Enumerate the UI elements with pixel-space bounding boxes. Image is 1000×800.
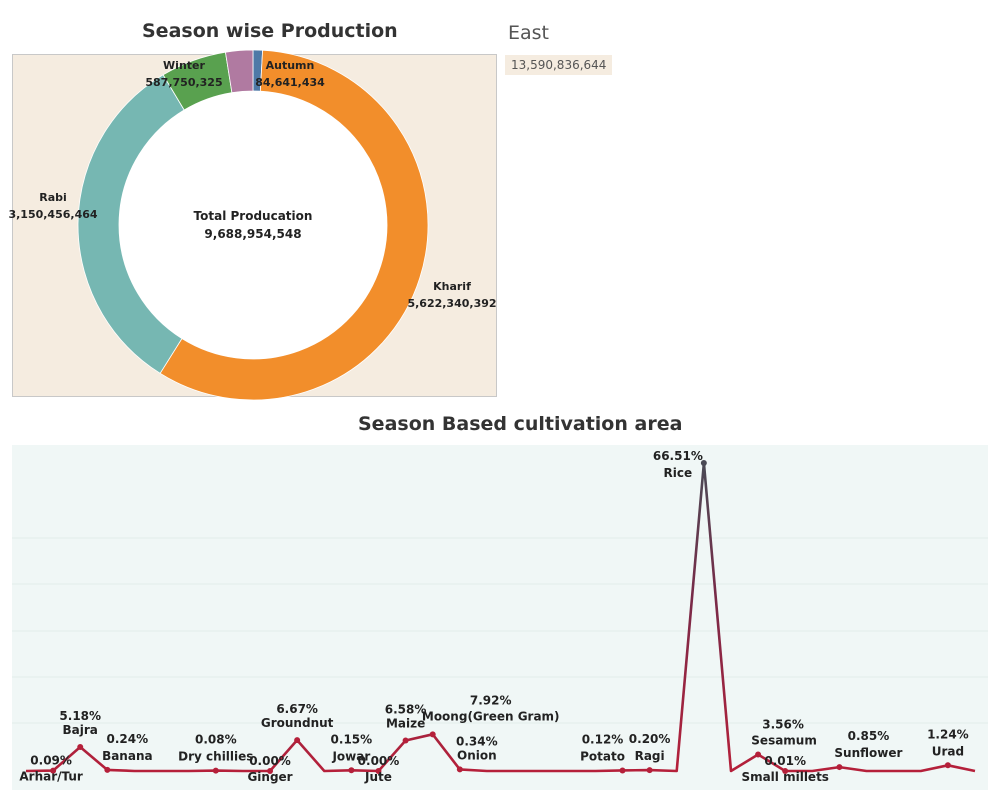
line-series-path xyxy=(25,461,976,773)
line-gridlines xyxy=(12,537,988,724)
line-point-potato[interactable] xyxy=(619,767,626,774)
line-category-label: Sunflower xyxy=(834,746,902,760)
line-point-dry-chillies[interactable] xyxy=(212,767,219,774)
line-pct-label: 66.51% xyxy=(653,449,703,463)
line-category-label: Moong(Green Gram) xyxy=(422,709,560,723)
line-category-label: Bajra xyxy=(63,723,98,737)
line-category-label: Onion xyxy=(457,748,497,762)
line-category-label: Jute xyxy=(364,770,392,784)
donut-label-kharif: Kharif xyxy=(433,280,471,293)
line-category-label: Groundnut xyxy=(261,716,334,730)
line-plot-background xyxy=(12,445,988,790)
line-pct-label: 0.00% xyxy=(358,754,400,768)
line-pct-label: 0.15% xyxy=(331,732,373,746)
line-point-jowar[interactable] xyxy=(348,767,355,774)
line-point-banana[interactable] xyxy=(104,766,111,773)
donut-chart-title: Season wise Production xyxy=(142,20,398,42)
donut-label-autumn: Autumn xyxy=(266,59,315,72)
donut-value-rabi: 3,150,456,464 xyxy=(8,208,97,221)
line-point-small-millets[interactable] xyxy=(782,767,789,774)
line-chart-title: Season Based cultivation area xyxy=(358,413,683,435)
line-pct-label: 0.20% xyxy=(629,732,671,746)
region-value-badge[interactable]: 13,590,836,644 xyxy=(505,55,613,75)
line-category-label: Urad xyxy=(932,744,964,758)
donut-center-value: 9,688,954,548 xyxy=(204,227,301,241)
line-point-maize[interactable] xyxy=(402,737,409,744)
donut-center-label: Total Producation xyxy=(194,209,313,223)
line-category-label: Arhar/Tur xyxy=(19,770,83,784)
donut-label-rabi: Rabi xyxy=(39,191,67,204)
donut-labels: Autumn 84,641,434 Kharif 5,622,340,392 Rabi 3… xyxy=(8,59,496,310)
line-pct-label: 0.24% xyxy=(107,732,149,746)
line-pct-label: 0.34% xyxy=(456,734,498,748)
line-point-rice[interactable] xyxy=(700,460,707,466)
line-point-moong-green-gram-[interactable] xyxy=(429,731,436,738)
line-pct-label: 3.56% xyxy=(762,718,804,732)
region-title: East xyxy=(508,22,549,44)
line-labels: 0.09% Arhar/Tur 5.18%Bajra 0.24% Banana 0.08%… xyxy=(19,449,968,784)
donut-value-winter: 587,750,325 xyxy=(145,76,222,89)
line-point-arhar-tur[interactable] xyxy=(50,767,57,774)
line-pct-label: 1.24% xyxy=(927,727,969,741)
line-category-label: Dry chillies xyxy=(178,750,253,764)
line-pct-label: 7.92% xyxy=(470,693,512,707)
line-pct-label: 0.00% xyxy=(249,754,291,768)
line-point-urad[interactable] xyxy=(944,762,951,769)
line-category-label: Rice xyxy=(664,466,693,480)
line-point-onion[interactable] xyxy=(456,766,463,773)
line-category-label: Banana xyxy=(102,749,153,763)
line-pct-label: 6.67% xyxy=(276,702,318,716)
line-pct-label: 0.09% xyxy=(30,754,72,768)
donut-label-winter: Winter xyxy=(163,59,205,72)
line-points xyxy=(50,460,951,774)
line-category-label: Sesamum xyxy=(751,734,817,748)
line-point-ginger[interactable] xyxy=(267,768,274,774)
line-category-label: Potato xyxy=(580,749,625,763)
donut-hole xyxy=(119,91,387,359)
donut-value-autumn: 84,641,434 xyxy=(255,76,325,89)
line-point-bajra[interactable] xyxy=(77,744,84,751)
donut-slices xyxy=(77,49,429,400)
line-pct-label: 0.85% xyxy=(848,729,890,743)
line-category-label: Ginger xyxy=(247,770,292,784)
line-point-groundnut[interactable] xyxy=(294,737,301,744)
line-category-label: Jowar xyxy=(331,749,370,763)
line-pct-label: 5.18% xyxy=(59,709,101,723)
line-category-label: Maize xyxy=(386,717,425,731)
line-point-sunflower[interactable] xyxy=(836,764,843,771)
line-point-ragi[interactable] xyxy=(646,767,653,774)
line-pct-label: 0.01% xyxy=(764,754,806,768)
line-point-jute[interactable] xyxy=(375,768,382,774)
donut-value-kharif: 5,622,340,392 xyxy=(407,297,496,310)
line-point-sesamum[interactable] xyxy=(755,751,762,758)
line-pct-label: 0.12% xyxy=(582,732,624,746)
line-pct-label: 0.08% xyxy=(195,733,237,747)
line-category-label: Ragi xyxy=(635,749,665,763)
line-category-label: Small millets xyxy=(741,770,829,784)
donut-chart: Autumn 84,641,434 Kharif 5,622,340,392 Rabi 3… xyxy=(8,49,497,400)
line-pct-label: 6.58% xyxy=(385,703,427,717)
